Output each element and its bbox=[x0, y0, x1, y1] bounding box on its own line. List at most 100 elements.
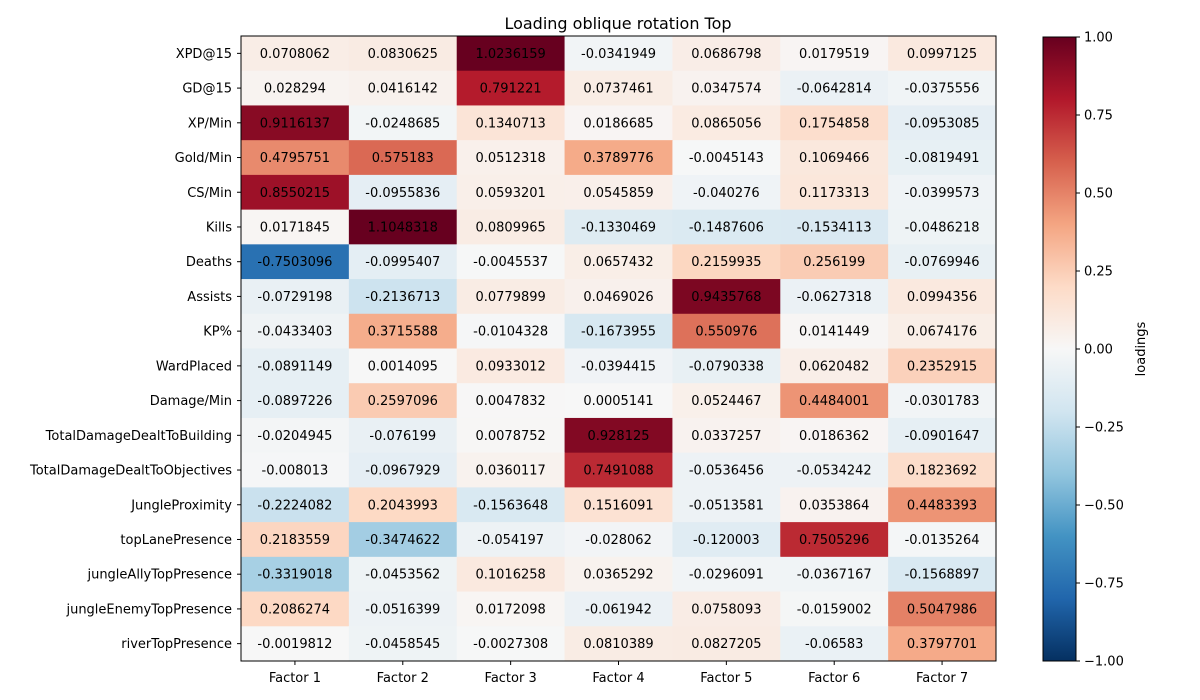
cell-value-label: 0.0347574 bbox=[691, 82, 761, 97]
heatmap-cell bbox=[241, 417, 350, 454]
y-tick-label: CS/Min bbox=[187, 186, 232, 201]
heatmap-cell bbox=[456, 348, 566, 384]
heatmap-cell bbox=[780, 591, 889, 627]
cell-value-label: 0.0933012 bbox=[475, 359, 545, 374]
heatmap-cell bbox=[348, 174, 458, 211]
colorbar-tick-label: 1.00 bbox=[1084, 31, 1113, 46]
heatmap-cell bbox=[564, 209, 673, 245]
cell-value-label: -0.2136713 bbox=[365, 290, 440, 305]
cell-value-label: 0.0657432 bbox=[583, 255, 653, 270]
cell-value-label: -0.0729198 bbox=[257, 290, 332, 305]
cell-value-label: -0.7503096 bbox=[257, 255, 332, 270]
cell-value-label: 0.7505296 bbox=[799, 533, 869, 548]
cell-value-label: -0.008013 bbox=[262, 464, 329, 479]
heatmap-cell bbox=[672, 313, 781, 349]
heatmap-cell bbox=[564, 591, 673, 627]
x-axis: Factor 1 Factor 2 Factor 3 Factor 4 Factor 5… bbox=[269, 661, 968, 686]
cell-value-label: 0.0014095 bbox=[368, 359, 438, 374]
cell-value-label: -0.0819491 bbox=[905, 151, 980, 166]
heatmap-cell bbox=[888, 244, 997, 280]
heatmap-cell bbox=[672, 140, 781, 176]
cell-value-label: -0.1568897 bbox=[905, 568, 980, 583]
cell-value-label: 0.0469026 bbox=[583, 290, 653, 305]
y-tick-label: XP/Min bbox=[188, 116, 232, 131]
cell-value-label: 0.0827205 bbox=[691, 637, 761, 652]
cell-value-label: 0.0865056 bbox=[691, 116, 761, 131]
heatmap-cell bbox=[780, 313, 889, 349]
heatmap-cell bbox=[564, 348, 673, 384]
heatmap-cell bbox=[348, 556, 458, 593]
cell-value-label: 0.0005141 bbox=[583, 394, 653, 409]
heatmap-cell bbox=[456, 417, 566, 454]
cell-value-label: 0.1823692 bbox=[907, 464, 977, 479]
cell-value-label: 0.3789776 bbox=[583, 151, 653, 166]
cell-value-label: 0.7491088 bbox=[583, 464, 653, 479]
colorbar-tick-label: −1.00 bbox=[1084, 655, 1124, 670]
cell-value-label: 0.791221 bbox=[480, 82, 542, 97]
heatmap-cell bbox=[241, 383, 350, 419]
cell-value-label: 0.0997125 bbox=[907, 47, 977, 62]
cell-value-label: -0.0399573 bbox=[905, 186, 980, 201]
heatmap-cell bbox=[564, 244, 673, 280]
heatmap-cell bbox=[348, 140, 458, 176]
heatmap-cell bbox=[241, 591, 350, 627]
cell-value-label: -0.1563648 bbox=[473, 498, 548, 513]
cell-value-label: -0.0135264 bbox=[905, 533, 980, 548]
cell-value-label: 0.028294 bbox=[264, 82, 326, 97]
cell-value-label: 0.0758093 bbox=[691, 602, 761, 617]
heatmap-cell bbox=[780, 556, 889, 593]
cell-value-label: 0.0686798 bbox=[691, 47, 761, 62]
heatmap-cell bbox=[888, 417, 997, 454]
cell-value-label: 0.4483393 bbox=[907, 498, 977, 513]
heatmap-cell bbox=[672, 417, 781, 454]
cell-value-label: 0.2159935 bbox=[691, 255, 761, 270]
heatmap-cell bbox=[888, 105, 997, 141]
heatmap-cell bbox=[456, 626, 566, 662]
heatmap-cell bbox=[241, 140, 350, 176]
cell-value-label: -0.0104328 bbox=[473, 325, 548, 340]
heatmap-cell bbox=[888, 174, 997, 211]
y-tick-label: riverTopPresence bbox=[121, 637, 232, 652]
y-tick-label: Deaths bbox=[186, 255, 232, 270]
cell-value-label: -0.0627318 bbox=[797, 290, 872, 305]
heatmap-cell bbox=[348, 244, 458, 280]
cell-value-label: -0.0341949 bbox=[581, 47, 656, 62]
heatmap-cell bbox=[780, 174, 889, 211]
cell-value-label: -0.0486218 bbox=[905, 220, 980, 235]
cell-value-label: 0.9435768 bbox=[691, 290, 761, 305]
heatmap-cell bbox=[672, 556, 781, 593]
heatmap-cell bbox=[780, 522, 889, 558]
cell-value-label: -0.1487606 bbox=[689, 220, 764, 235]
y-axis: XPD@15 GD@15 XP/Min Gold/Min CS/Min Kills Deat… bbox=[29, 47, 241, 652]
cell-value-label: -0.0301783 bbox=[905, 394, 980, 409]
heatmap-cell bbox=[780, 487, 889, 523]
heatmap-cell bbox=[456, 105, 566, 141]
cell-value-label: 0.9116137 bbox=[260, 116, 330, 131]
cell-value-label: -0.0516399 bbox=[365, 602, 440, 617]
heatmap-cell bbox=[564, 105, 673, 141]
heatmap-cell bbox=[780, 70, 889, 106]
heatmap-cell bbox=[888, 591, 997, 627]
cell-value-label: -0.3319018 bbox=[257, 568, 332, 583]
heatmap-cell bbox=[241, 36, 350, 72]
heatmap-cell bbox=[672, 105, 781, 141]
cell-value-label: 0.1340713 bbox=[475, 116, 545, 131]
heatmap-cell bbox=[888, 70, 997, 106]
heatmap-cell bbox=[780, 105, 889, 141]
y-tick-label: GD@15 bbox=[182, 82, 232, 97]
heatmap-cell-labels: 0.0708062 0.0830625 1.0236159 -0.0341949 0.0… bbox=[257, 47, 979, 652]
cell-value-label: 0.928125 bbox=[587, 429, 649, 444]
heatmap-cell bbox=[564, 313, 673, 349]
cell-value-label: 0.0172098 bbox=[475, 602, 545, 617]
cell-value-label: -0.0367167 bbox=[797, 568, 872, 583]
heatmap-cell bbox=[564, 626, 673, 662]
colorbar-tick-label: 0.00 bbox=[1084, 343, 1113, 358]
cell-value-label: 0.0186362 bbox=[799, 429, 869, 444]
cell-value-label: 0.0512318 bbox=[475, 151, 545, 166]
cell-value-label: -0.3474622 bbox=[365, 533, 440, 548]
cell-value-label: 1.0236159 bbox=[475, 47, 545, 62]
colorbar-gradient bbox=[1042, 36, 1077, 662]
cell-value-label: 0.0830625 bbox=[368, 47, 438, 62]
heatmap-cell bbox=[888, 626, 997, 662]
heatmap-cell bbox=[348, 313, 458, 349]
